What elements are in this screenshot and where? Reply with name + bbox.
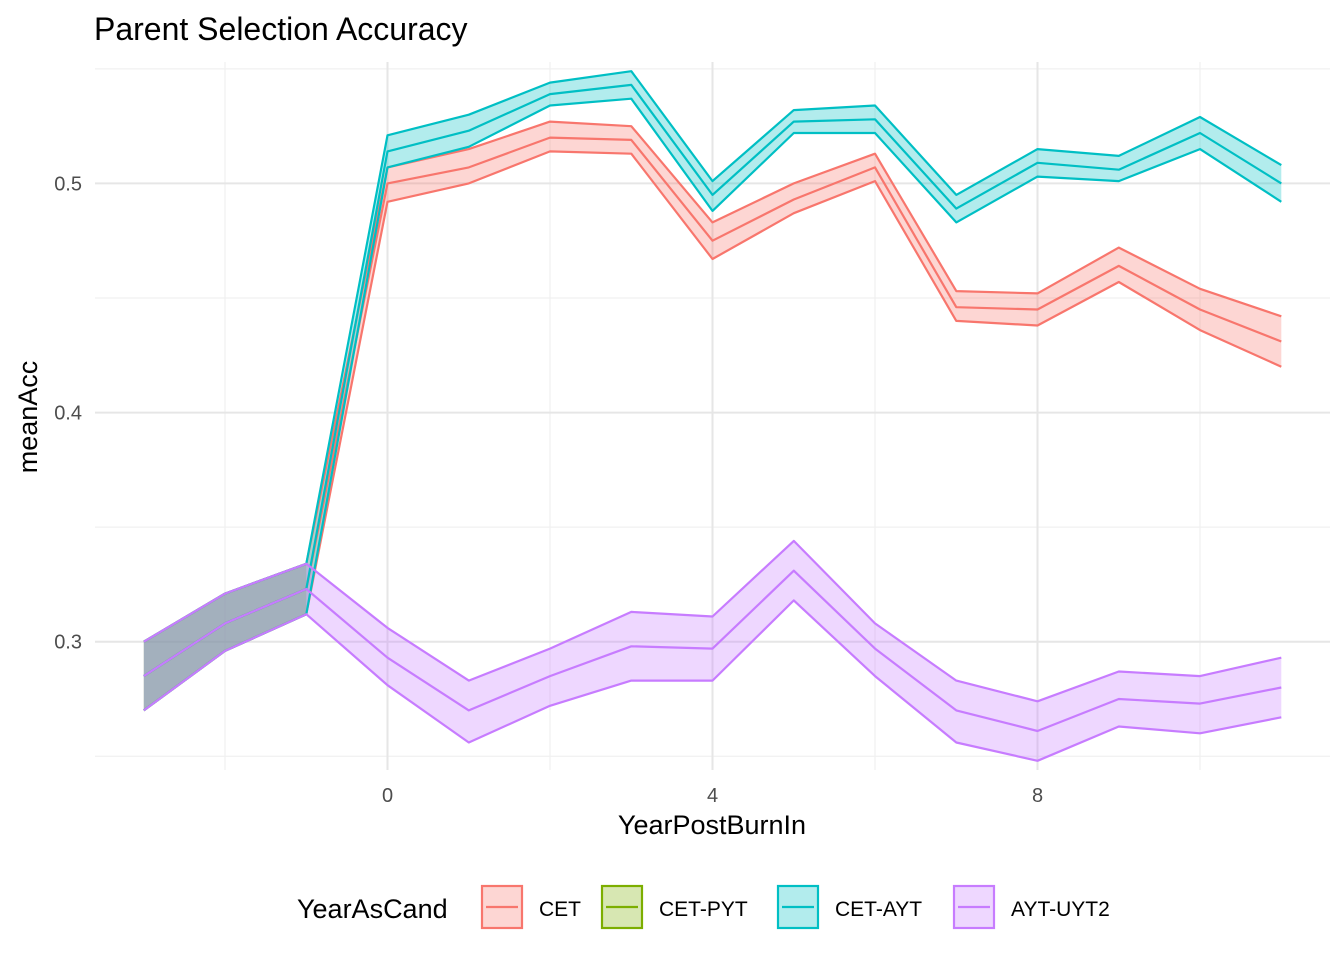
- mean-line-cet-ayt: [143, 83, 1282, 678]
- legend-label-cet-pyt: CET-PYT: [659, 898, 748, 921]
- legend-label-cet: CET: [539, 898, 581, 921]
- legend-key-cet-pyt: [600, 884, 644, 930]
- y-tick-label: 0.5: [54, 173, 82, 195]
- x-tick-label: 4: [707, 785, 718, 807]
- series-lines: [143, 70, 1282, 762]
- legend-key-cet-ayt: [776, 884, 820, 930]
- legend-item-cet-ayt: CET-AYT: [776, 884, 922, 930]
- legend-item-cet-pyt: CET-PYT: [600, 884, 748, 930]
- ribbon-cet-ayt: [143, 71, 1282, 711]
- upper-line-cet-ayt: [143, 70, 1282, 643]
- x-tick-label: 8: [1032, 785, 1043, 807]
- chart-title: Parent Selection Accuracy: [94, 11, 468, 47]
- legend-item-cet: CET: [480, 884, 581, 930]
- ribbon-ayt-uyt2: [143, 540, 1282, 761]
- major-gridlines: [95, 62, 1330, 770]
- mean-line-cet: [143, 136, 1282, 678]
- y-tick-label: 0.3: [54, 632, 82, 654]
- legend-label-cet-ayt: CET-AYT: [835, 898, 922, 921]
- y-axis-tick-labels: 0.3 0.4 0.5: [54, 173, 82, 653]
- x-axis-title: YearPostBurnIn: [618, 810, 806, 840]
- legend-item-ayt-uyt2: AYT-UYT2: [952, 884, 1110, 930]
- x-tick-label: 0: [382, 785, 393, 807]
- upper-line-ayt-uyt2: [143, 539, 1282, 703]
- lower-line-ayt-uyt2: [143, 599, 1282, 762]
- legend-label-ayt-uyt2: AYT-UYT2: [1011, 898, 1110, 921]
- x-axis-tick-labels: 0 4 8: [382, 785, 1043, 807]
- lower-line-cet: [143, 150, 1282, 712]
- legend-key-ayt-uyt2: [952, 884, 996, 930]
- upper-line-cet: [143, 120, 1282, 643]
- legend: YearAsCand CET CET-PYT CET-AYT AYT-UYT2: [297, 884, 1110, 930]
- ribbon-cet-pyt: [143, 563, 307, 711]
- y-tick-label: 0.4: [54, 403, 82, 425]
- lower-line-cet-ayt: [143, 97, 1282, 712]
- y-axis-title: meanAcc: [13, 361, 43, 474]
- legend-title: YearAsCand: [297, 894, 448, 924]
- legend-key-cet: [480, 884, 524, 930]
- mean-line-ayt-uyt2: [143, 569, 1282, 733]
